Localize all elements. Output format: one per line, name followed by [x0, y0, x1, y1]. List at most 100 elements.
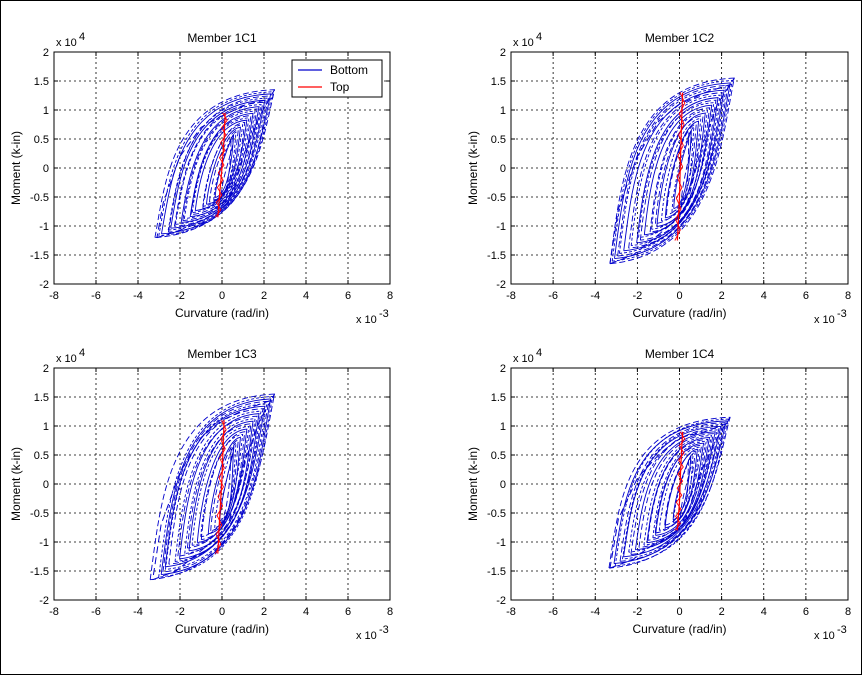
- x-exponent-label: x 10: [356, 314, 377, 326]
- x-tick-label: -6: [548, 606, 558, 618]
- series-bottom-envelope: [156, 89, 275, 239]
- series-bottom-loop: [614, 82, 731, 260]
- x-tick-label: -4: [590, 606, 600, 618]
- series-bottom-loop: [200, 433, 244, 538]
- x-axis-label: Curvature (rad/in): [632, 622, 726, 636]
- series-bottom-loop: [220, 136, 234, 196]
- series-bottom-loop: [174, 410, 262, 563]
- chart-title: Member 1C4: [645, 347, 715, 361]
- y-tick-label: 2: [500, 363, 506, 375]
- x-tick-label: 4: [303, 290, 309, 302]
- y-tick-label: 0.5: [491, 134, 506, 146]
- x-exponent-label: x 10: [814, 630, 835, 642]
- y-tick-label: 1.5: [34, 76, 49, 88]
- x-tick-label: -2: [632, 606, 642, 618]
- series-bottom-loop: [628, 429, 718, 553]
- x-exponent-power: -3: [379, 624, 389, 636]
- y-tick-label: -0.5: [487, 508, 506, 520]
- y-tick-label: -1: [496, 537, 506, 549]
- y-tick-label: -1.5: [487, 250, 506, 262]
- series-bottom-envelope: [152, 393, 275, 581]
- chart-title: Member 1C1: [187, 31, 257, 45]
- series-top-zigzag: [674, 431, 686, 531]
- series-bottom-loop: [194, 119, 248, 212]
- y-tick-label: 1: [500, 105, 506, 117]
- series-bottom-loop: [664, 448, 699, 529]
- series-bottom-loop: [165, 403, 268, 570]
- chart-title: Member 1C3: [187, 347, 257, 361]
- x-tick-label: 6: [803, 606, 809, 618]
- x-tick-label: 0: [676, 606, 682, 618]
- series-bottom-loop: [623, 425, 722, 558]
- series-bottom-loop: [655, 115, 704, 225]
- x-tick-label: -8: [506, 606, 516, 618]
- x-tick-label: -2: [175, 606, 185, 618]
- legend: Bottom Top: [291, 59, 383, 98]
- series-bottom-loop: [664, 450, 696, 526]
- series-bottom-loop: [207, 436, 241, 535]
- y-tick-label: -1.5: [30, 566, 49, 578]
- series-bottom-loop: [634, 431, 716, 551]
- series-bottom-loop: [158, 91, 274, 237]
- series-bottom-loop: [160, 398, 272, 576]
- x-exponent-power: -3: [379, 308, 389, 320]
- x-tick-label: 4: [761, 290, 767, 302]
- x-exponent-label: x 10: [814, 314, 835, 326]
- x-tick-label: 6: [345, 290, 351, 302]
- series-bottom-loop: [643, 435, 713, 546]
- series-bottom-loop: [673, 129, 692, 210]
- y-tick-label: -2: [39, 279, 49, 291]
- y-axis-label: Moment (k-in): [9, 447, 23, 521]
- y-axis-label: Moment (k-in): [466, 131, 480, 205]
- y-tick-label: -1.5: [30, 250, 49, 262]
- y-axis-label: Moment (k-in): [466, 447, 480, 521]
- y-tick-label: 0.5: [34, 450, 49, 462]
- series-bottom-loop: [200, 431, 246, 541]
- chart-panel-2: -8 -6 -4 -2 0 2 4 6 8 -2 -1.5 -1 -0.5 0 0.5 1 1.5 2 Member…: [466, 31, 851, 326]
- series-bottom-loop: [638, 102, 715, 238]
- y-tick-label: -0.5: [487, 192, 506, 204]
- y-tick-label: -2: [496, 279, 506, 291]
- y-tick-label: 1: [43, 105, 49, 117]
- series-top-line: [217, 420, 225, 554]
- y-tick-label: 1.5: [491, 76, 506, 88]
- series-bottom-loop: [660, 117, 702, 222]
- series-bottom-envelope: [609, 417, 731, 569]
- series-bottom-loop: [622, 423, 724, 560]
- x-tick-label: -4: [133, 606, 143, 618]
- chart-panel-1: -8 -6 -4 -2 0 2 4 6 8 -2 -1.5 -1 -0.5 0 0.5 1 1.5 2 Member…: [9, 31, 393, 326]
- x-exponent-power: -3: [837, 308, 847, 320]
- series-bottom-loop: [651, 109, 709, 230]
- y-tick-label: 2: [500, 47, 506, 59]
- y-tick-label: -1: [39, 537, 49, 549]
- x-tick-label: -2: [175, 290, 185, 302]
- series-bottom-loop: [209, 129, 239, 203]
- y-tick-label: 1: [43, 421, 49, 433]
- x-tick-label: 0: [219, 290, 225, 302]
- y-tick-label: -2: [39, 595, 49, 607]
- x-axis-label: Curvature (rad/in): [632, 306, 726, 320]
- series-bottom-loop: [636, 97, 719, 244]
- y-tick-label: 0: [43, 479, 49, 491]
- series-bottom-loop: [161, 93, 272, 235]
- y-exponent-power: 4: [79, 31, 85, 43]
- y-tick-label: 2: [43, 363, 49, 375]
- data-layer: [608, 416, 731, 569]
- x-tick-label: 2: [719, 606, 725, 618]
- x-tick-label: 2: [261, 606, 267, 618]
- series-bottom-loop: [180, 106, 260, 223]
- series-bottom-loop: [614, 418, 729, 567]
- series-bottom-loop: [619, 422, 726, 562]
- x-tick-label: -8: [506, 290, 516, 302]
- series-bottom-loop: [164, 405, 266, 568]
- y-tick-label: 0: [500, 163, 506, 175]
- series-bottom-loop: [210, 439, 239, 532]
- x-tick-label: 6: [803, 290, 809, 302]
- y-exponent-label: x 10: [56, 353, 77, 365]
- x-tick-label: -8: [49, 290, 59, 302]
- series-bottom-loop: [202, 121, 246, 209]
- y-exponent-label: x 10: [56, 37, 77, 49]
- series-top-line: [676, 92, 684, 241]
